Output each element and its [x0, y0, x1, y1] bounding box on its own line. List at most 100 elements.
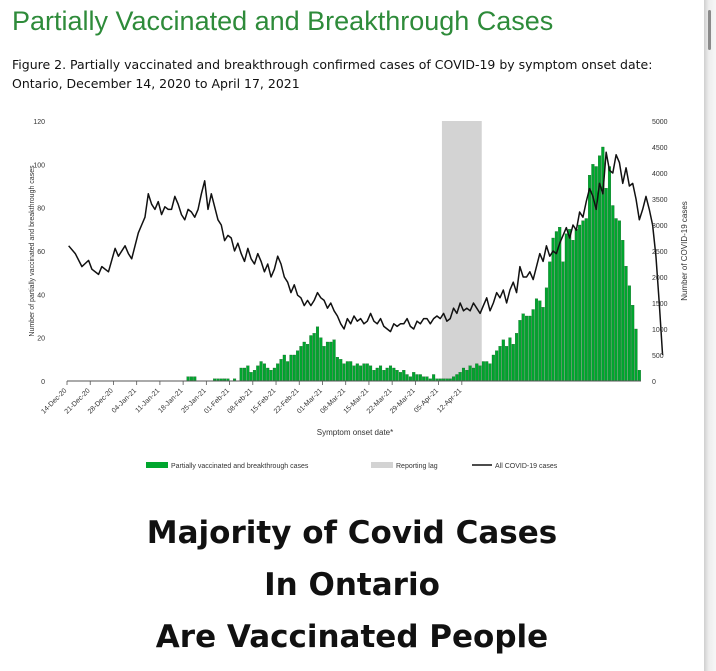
bar-partially-vaccinated	[362, 363, 366, 382]
bar-partially-vaccinated	[548, 261, 552, 382]
bar-partially-vaccinated	[574, 229, 578, 382]
bar-partially-vaccinated	[242, 367, 247, 382]
headline-line-2: In Ontario	[264, 567, 440, 603]
y-tick-label: 0	[41, 379, 45, 386]
bar-partially-vaccinated	[631, 305, 635, 382]
legend-swatch-lag	[371, 462, 393, 468]
bar-partially-vaccinated	[266, 367, 270, 382]
bar-partially-vaccinated	[282, 354, 286, 382]
bar-partially-vaccinated	[418, 374, 422, 382]
bar-partially-vaccinated	[189, 376, 193, 382]
bar-partially-vaccinated	[349, 361, 353, 382]
legend-label-lag: Reporting lag	[396, 463, 438, 470]
x-axis-title: Symptom onset date*	[317, 428, 393, 437]
bar-partially-vaccinated	[627, 285, 631, 382]
y2-tick-label: 1000	[652, 327, 668, 334]
bar-partially-vaccinated	[538, 300, 542, 382]
bar-partially-vaccinated	[508, 337, 512, 382]
bar-partially-vaccinated	[352, 365, 356, 382]
bar-partially-vaccinated	[256, 365, 260, 382]
bar-partially-vaccinated	[568, 229, 572, 382]
y2-tick-label: 0	[652, 379, 656, 386]
bar-partially-vaccinated	[342, 363, 346, 382]
bar-partially-vaccinated	[455, 374, 459, 382]
legend-layer: Partially vaccinated and breakthrough ca…	[146, 462, 558, 470]
bar-partially-vaccinated	[501, 339, 505, 382]
bar-partially-vaccinated	[322, 346, 326, 382]
reporting-lag-layer	[441, 121, 482, 381]
bar-partially-vaccinated	[511, 344, 515, 382]
x-tick-label: 12-Apr-21	[436, 387, 463, 414]
bar-partially-vaccinated	[276, 363, 280, 382]
bar-partially-vaccinated	[398, 372, 402, 382]
bar-partially-vaccinated	[325, 341, 329, 382]
line-layer	[68, 151, 664, 356]
bar-partially-vaccinated	[193, 376, 197, 382]
bar-partially-vaccinated	[365, 363, 369, 382]
bar-partially-vaccinated	[485, 361, 489, 382]
bar-partially-vaccinated	[621, 240, 625, 382]
bar-partially-vaccinated	[345, 361, 349, 382]
bar-partially-vaccinated	[468, 365, 472, 382]
bar-partially-vaccinated	[561, 261, 565, 382]
bar-partially-vaccinated	[544, 287, 548, 382]
bar-partially-vaccinated	[309, 335, 313, 382]
bar-partially-vaccinated	[415, 374, 419, 382]
bar-partially-vaccinated	[604, 188, 608, 382]
figure-caption-line-1: Figure 2. Partially vaccinated and break…	[12, 57, 653, 72]
scrollbar-thumb[interactable]	[708, 10, 711, 50]
bar-partially-vaccinated	[296, 350, 300, 382]
bar-partially-vaccinated	[452, 376, 456, 382]
y-tick-label: 120	[33, 119, 45, 126]
bar-partially-vaccinated	[332, 339, 336, 382]
y-tick-label: 80	[37, 206, 45, 213]
bar-partially-vaccinated	[259, 361, 263, 382]
reporting-lag-band	[441, 121, 482, 381]
bar-partially-vaccinated	[521, 313, 525, 382]
bar-partially-vaccinated	[541, 307, 545, 382]
y-axis-title: Number of partially vaccinated and break…	[29, 165, 36, 337]
bar-partially-vaccinated	[246, 365, 250, 382]
y-tick-label: 40	[37, 292, 45, 299]
bar-partially-vaccinated	[402, 370, 406, 382]
y2-tick-label: 2500	[652, 249, 668, 256]
bar-partially-vaccinated	[272, 367, 276, 382]
bar-partially-vaccinated	[498, 346, 502, 382]
bar-partially-vaccinated	[461, 367, 466, 382]
bar-partially-vaccinated	[534, 298, 539, 382]
bar-partially-vaccinated	[495, 350, 499, 382]
bar-partially-vaccinated	[289, 354, 293, 382]
bar-partially-vaccinated	[412, 372, 416, 382]
legend-swatch-bars	[146, 462, 168, 468]
bar-partially-vaccinated	[392, 367, 396, 382]
bar-partially-vaccinated	[329, 341, 333, 382]
figure-caption: Figure 2. Partially vaccinated and break…	[12, 55, 712, 93]
bar-partially-vaccinated	[302, 341, 306, 382]
headline-line-1: Majority of Covid Cases	[146, 515, 558, 551]
figure-caption-line-2: Ontario, December 14, 2020 to April 17, …	[12, 76, 300, 91]
page-edge	[704, 0, 716, 671]
bar-partially-vaccinated	[239, 367, 243, 382]
bar-partially-vaccinated	[617, 220, 621, 382]
y2-tick-label: 3500	[652, 197, 668, 204]
covid-cases-chart: 0 20 40 60 80 100 120 0 500 1000 1500 2000 2500 3000 3…	[29, 119, 689, 470]
bar-partially-vaccinated	[262, 363, 266, 382]
bar-partially-vaccinated	[432, 374, 436, 382]
bar-partially-vaccinated	[335, 357, 339, 382]
y2-tick-label: 2000	[652, 275, 668, 282]
bar-partially-vaccinated	[359, 365, 363, 382]
bar-partially-vaccinated	[279, 359, 283, 382]
y2-axis-title: Number of COVID-19 cases	[680, 201, 689, 301]
bar-partially-vaccinated	[578, 224, 582, 382]
bar-partially-vaccinated	[379, 365, 383, 382]
bar-partially-vaccinated	[395, 370, 399, 382]
bar-partially-vaccinated	[369, 365, 373, 382]
bar-partially-vaccinated	[581, 220, 585, 382]
bar-partially-vaccinated	[286, 361, 290, 382]
bar-partially-vaccinated	[408, 376, 412, 382]
bar-partially-vaccinated	[425, 376, 429, 382]
bar-partially-vaccinated	[465, 370, 469, 382]
bar-partially-vaccinated	[372, 370, 376, 382]
bar-partially-vaccinated	[478, 365, 482, 382]
